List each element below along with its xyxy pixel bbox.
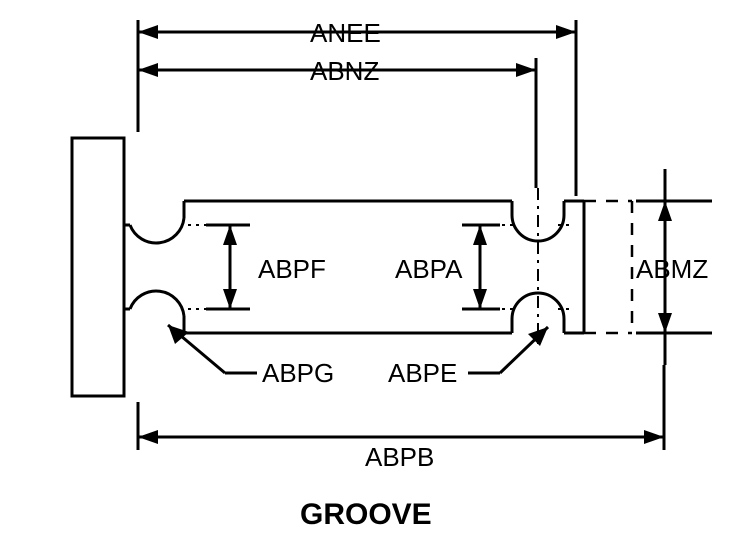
- right-neck: [512, 201, 584, 333]
- body-block: [184, 201, 512, 333]
- label-abpg: ABPG: [262, 358, 334, 388]
- left-neck: [124, 218, 184, 316]
- abmz-phantom-box: [584, 201, 632, 333]
- label-abmz: ABMZ: [636, 254, 708, 284]
- label-abpf: ABPF: [258, 254, 326, 284]
- label-abpb: ABPB: [365, 442, 434, 472]
- diagram-title: GROOVE: [300, 498, 432, 531]
- groove-diagram: ANEE ABNZ ABPF ABPA ABMZ: [0, 0, 749, 546]
- label-abnz: ABNZ: [310, 56, 379, 86]
- label-anee: ANEE: [310, 18, 381, 48]
- head-block: [72, 138, 124, 396]
- dim-abpf: [206, 225, 250, 309]
- label-abpa: ABPA: [395, 254, 463, 284]
- label-abpe: ABPE: [388, 358, 457, 388]
- dim-abpa: [462, 225, 500, 309]
